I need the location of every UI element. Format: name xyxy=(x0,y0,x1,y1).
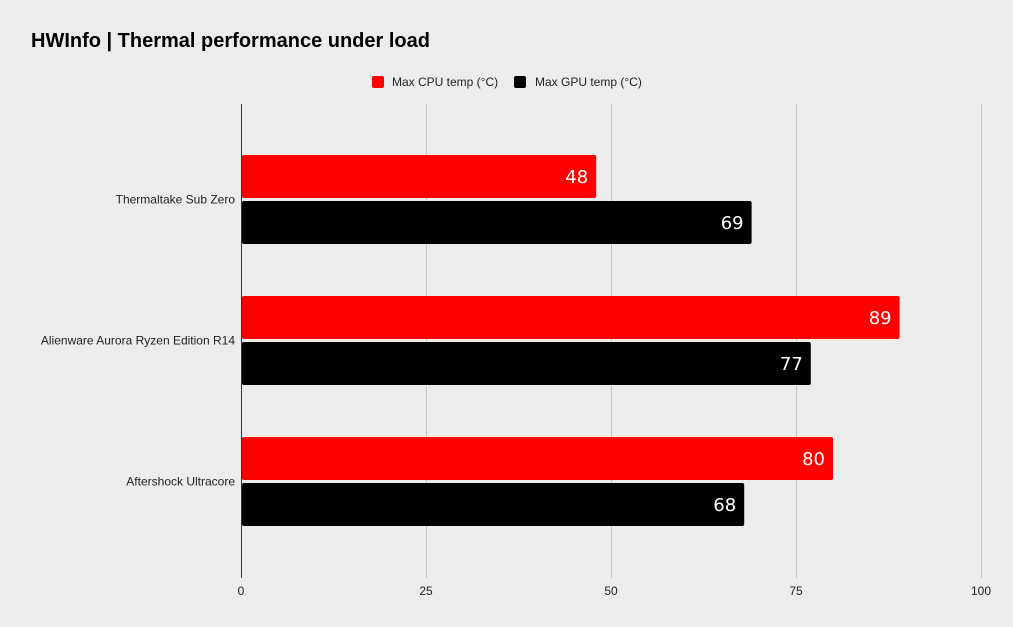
bar-gpu-1 xyxy=(242,342,811,385)
bar-gpu-0 xyxy=(242,201,752,244)
chart-title: HWInfo | Thermal performance under load xyxy=(31,30,430,52)
category-labels: Thermaltake Sub Zero Alienware Aurora Ryz… xyxy=(41,193,235,489)
bar-cpu-0 xyxy=(242,155,597,198)
category-label-2: Aftershock Ultracore xyxy=(126,475,235,489)
category-label-1: Alienware Aurora Ryzen Edition R14 xyxy=(41,334,235,348)
data-label-cpu-2: 80 xyxy=(802,449,825,470)
data-label-gpu-0: 69 xyxy=(721,213,744,234)
legend-label-gpu: Max GPU temp (°C) xyxy=(535,75,642,89)
x-tick-label-100: 100 xyxy=(971,584,991,598)
data-label-cpu-1: 89 xyxy=(869,308,892,329)
bar-cpu-1 xyxy=(242,296,900,339)
data-label-cpu-0: 48 xyxy=(565,167,588,188)
x-tick-label-75: 75 xyxy=(789,584,803,598)
category-label-0: Thermaltake Sub Zero xyxy=(116,193,236,207)
bar-cpu-2 xyxy=(242,437,833,480)
bar-gpu-2 xyxy=(242,483,745,526)
legend: Max CPU temp (°C) Max GPU temp (°C) xyxy=(372,75,642,89)
data-label-gpu-2: 68 xyxy=(713,495,736,516)
bars: 48 69 89 77 80 68 xyxy=(242,155,900,526)
x-tick-label-0: 0 xyxy=(238,584,245,598)
legend-swatch-gpu xyxy=(514,76,526,88)
data-label-gpu-1: 77 xyxy=(780,354,803,375)
x-axis-ticks: 0 25 50 75 100 xyxy=(238,584,992,598)
x-tick-label-25: 25 xyxy=(419,584,433,598)
x-tick-label-50: 50 xyxy=(604,584,618,598)
legend-label-cpu: Max CPU temp (°C) xyxy=(392,75,498,89)
legend-swatch-cpu xyxy=(372,76,384,88)
